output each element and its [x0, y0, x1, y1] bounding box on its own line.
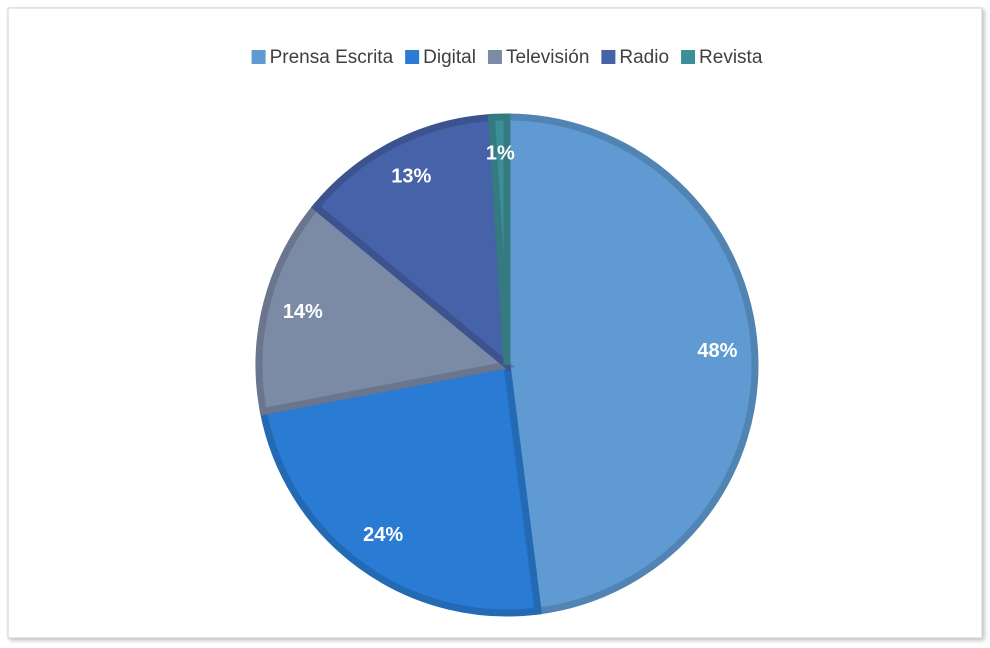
data-labels: 48% 24% 14% 13% 1%	[283, 143, 738, 546]
legend-swatch	[251, 50, 266, 64]
legend-swatch	[487, 50, 502, 64]
data-label: 14%	[283, 301, 323, 323]
legend-swatch	[601, 50, 616, 64]
legend-swatch	[681, 50, 696, 64]
legend-label: Digital	[423, 47, 476, 68]
data-label: 24%	[363, 524, 403, 546]
pie-slice	[503, 113, 759, 615]
data-label: 48%	[697, 340, 737, 362]
legend-swatch	[405, 50, 420, 64]
legend-label: Revista	[699, 47, 763, 68]
pie	[255, 113, 759, 617]
data-label: 1%	[486, 143, 515, 165]
pie-slice	[310, 113, 512, 373]
pie-slice	[255, 201, 515, 416]
legend-label: Televisión	[506, 47, 589, 68]
legend: Prensa Escrita Digital Televisión Radio Revi…	[251, 47, 763, 68]
legend-label: Prensa Escrita	[270, 47, 394, 68]
pie-slice	[259, 360, 542, 617]
pie-slice	[487, 113, 511, 366]
data-label: 13%	[391, 165, 431, 187]
legend-label: Radio	[619, 47, 669, 68]
